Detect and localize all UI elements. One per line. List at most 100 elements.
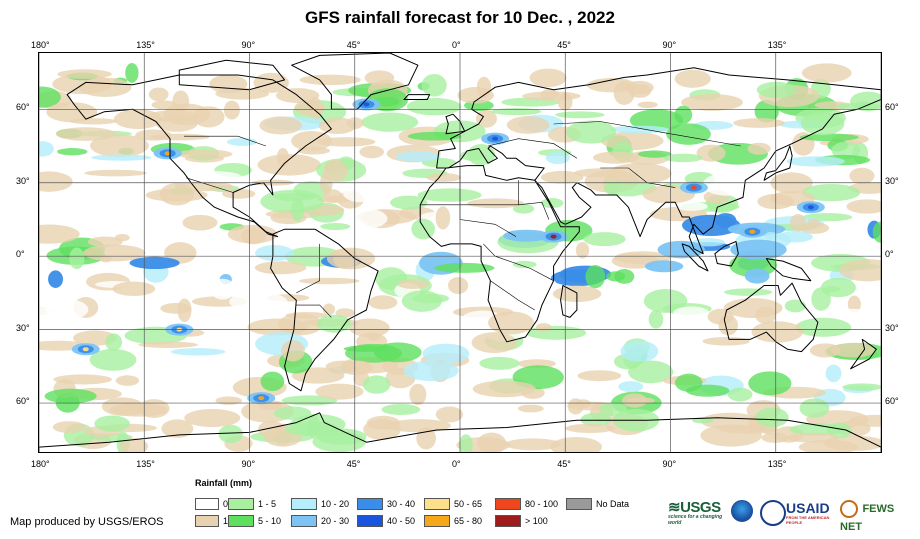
rainfall-patch (696, 144, 726, 162)
rainfall-patch (799, 222, 830, 234)
rainfall-patch (608, 163, 672, 185)
legend-swatch (291, 515, 317, 527)
legend-label: > 100 (525, 516, 548, 526)
rainfall-patch (39, 141, 54, 157)
rainfall-patch (700, 424, 762, 447)
rainfall-patch (257, 420, 285, 439)
rainfall-patch (858, 282, 881, 295)
rainfall-patch (786, 156, 845, 167)
rainfall-patch (517, 404, 544, 413)
rainfall-patch (390, 195, 428, 210)
rainfall-patch (294, 99, 326, 116)
rainfall-patch (316, 137, 376, 147)
rainfall-patch (666, 123, 711, 145)
rainfall-patch (818, 308, 877, 317)
rainfall-patch (255, 245, 294, 261)
rainfall-patch (138, 341, 199, 348)
rainfall-patch (82, 347, 89, 352)
map-title: GFS rainfall forecast for 10 Dec. , 2022 (305, 8, 615, 27)
legend-label: 40 - 50 (387, 516, 416, 526)
rainfall-patch (681, 93, 743, 111)
legend-label: 50 - 65 (454, 499, 483, 509)
rainfall-patch (363, 419, 401, 441)
rainfall-patch (174, 181, 234, 192)
legend-swatch (495, 515, 521, 527)
usaid-tagline: FROM THE AMERICAN PEOPLE (786, 515, 830, 525)
rainfall-patch (540, 198, 564, 209)
rainfall-patch (751, 321, 804, 343)
noaa-logo (731, 500, 753, 522)
legend-swatch (195, 498, 219, 510)
legend-swatch (228, 498, 254, 510)
rainfall-patch (406, 98, 462, 116)
rainfall-patch (119, 438, 149, 452)
lat-tick-label-left: 30° (16, 322, 30, 333)
rainfall-patch (673, 306, 710, 319)
lon-tick-label-top: 45° (346, 40, 361, 50)
rainfall-patch (52, 421, 86, 433)
rainfall-patch (690, 185, 697, 190)
legend-label: 1 - 5 (258, 499, 277, 509)
rainfall-map-canvas (39, 53, 881, 452)
lon-tick-label-bottom: 135° (136, 459, 155, 469)
legend-item: 30 - 40 (357, 498, 415, 510)
rainfall-patch (609, 125, 670, 134)
rainfall-patch (343, 345, 388, 352)
rainfall-patch (583, 232, 626, 247)
legend-item: > 100 (495, 515, 548, 527)
rainfall-patch (89, 348, 137, 371)
country-border (490, 280, 535, 311)
lon-tick-label-bottom: 45° (557, 459, 571, 469)
rainfall-patch (457, 86, 494, 104)
country-border (184, 135, 266, 147)
rainfall-patch (565, 423, 616, 433)
rainfall-patch (723, 298, 783, 318)
rainfall-patch (749, 229, 756, 234)
rainfall-patch (761, 432, 789, 443)
rainfall-patch (291, 130, 332, 151)
rainfall-patch (421, 73, 447, 97)
rainfall-patch (222, 188, 256, 199)
coastline-greenland (291, 53, 419, 110)
rainfall-patch (215, 396, 243, 405)
lon-tick-label-bottom: 45° (346, 459, 361, 469)
rainfall-patch (447, 277, 469, 294)
fews-net-logo: FEWS NET (840, 500, 916, 533)
rainfall-patch (692, 238, 725, 247)
rainfall-patch (702, 336, 750, 346)
rainfall-patch (724, 288, 773, 296)
legend-title: Rainfall (mm) (195, 478, 253, 488)
rainfall-patch (467, 198, 525, 209)
rainfall-patch (341, 360, 373, 376)
country-border (186, 177, 234, 193)
rainfall-patch (297, 146, 331, 155)
rainfall-patch (541, 304, 595, 311)
credit-text: Map produced by USGS/EROS (10, 516, 164, 528)
lat-tick-label-right: 30° (885, 322, 899, 333)
lon-tick-label-top: 0° (452, 40, 461, 50)
rainfall-patch (113, 109, 162, 129)
rainfall-patch (39, 224, 80, 244)
rainfall-patch (333, 248, 359, 270)
rainfall-patch (849, 167, 875, 184)
legend-label: 5 - 10 (258, 516, 282, 526)
rainfall-patch (374, 342, 422, 363)
coastline-sumatra (681, 243, 709, 272)
rainfall-patch (637, 150, 672, 158)
rainfall-patch (84, 169, 147, 177)
rainfall-patch (403, 360, 459, 382)
legend-label: 1 (223, 516, 229, 526)
rainfall-patch (512, 260, 537, 269)
rainfall-patch (674, 105, 693, 124)
rainfall-patch (599, 402, 628, 417)
rainfall-patch (434, 262, 495, 273)
rainfall-patch (218, 424, 243, 444)
rainfall-patch (503, 229, 550, 242)
rainfall-patch (276, 147, 290, 167)
usgs-logo-text: USGS (680, 499, 721, 516)
rainfall-patch (387, 419, 451, 433)
rainfall-patch (410, 324, 450, 346)
rainfall-patch (648, 309, 664, 329)
rainfall-patch (756, 81, 796, 99)
rainfall-patch (69, 247, 85, 270)
